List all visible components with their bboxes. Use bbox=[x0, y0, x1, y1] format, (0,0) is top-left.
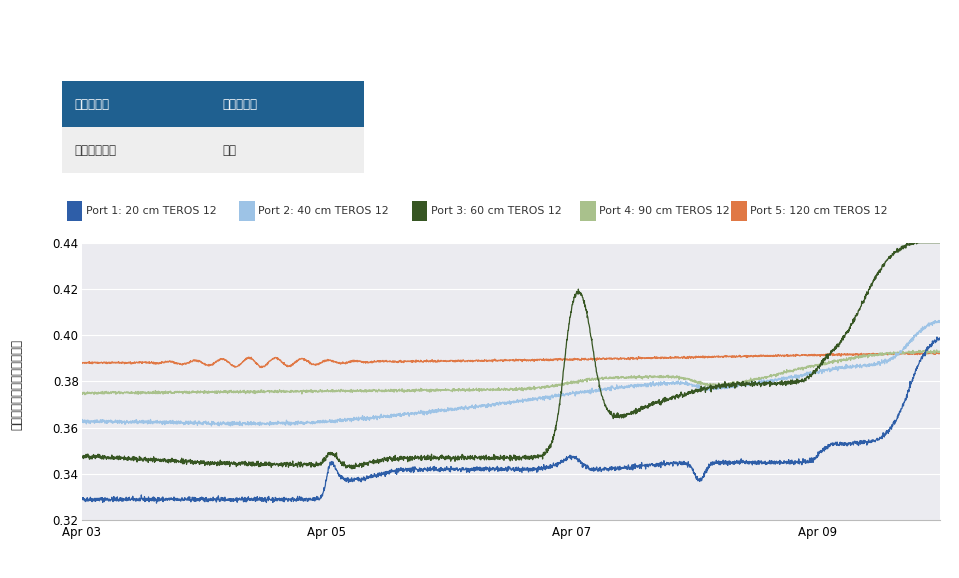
Bar bbox=[240, 201, 255, 221]
Text: Port 5: 120 cm TEROS 12: Port 5: 120 cm TEROS 12 bbox=[750, 206, 888, 216]
Text: 作物の種類: 作物の種類 bbox=[222, 98, 257, 110]
Text: 土壌の体積含水率（㎥／㎥）: 土壌の体積含水率（㎥／㎥） bbox=[11, 339, 24, 430]
Bar bbox=[580, 201, 596, 221]
Text: Port 2: 40 cm TEROS 12: Port 2: 40 cm TEROS 12 bbox=[258, 206, 389, 216]
Text: Port 1: 20 cm TEROS 12: Port 1: 20 cm TEROS 12 bbox=[85, 206, 217, 216]
Bar bbox=[66, 201, 82, 221]
FancyBboxPatch shape bbox=[62, 127, 364, 173]
Text: Port 4: 90 cm TEROS 12: Port 4: 90 cm TEROS 12 bbox=[599, 206, 730, 216]
Bar bbox=[412, 201, 428, 221]
FancyBboxPatch shape bbox=[62, 81, 364, 127]
Text: 裸地: 裸地 bbox=[222, 144, 237, 157]
Text: シルト質坸土: シルト質坸土 bbox=[75, 144, 116, 157]
Text: 土壌の種類: 土壌の種類 bbox=[75, 98, 109, 110]
Text: Port 3: 60 cm TEROS 12: Port 3: 60 cm TEROS 12 bbox=[431, 206, 562, 216]
Bar bbox=[732, 201, 747, 221]
